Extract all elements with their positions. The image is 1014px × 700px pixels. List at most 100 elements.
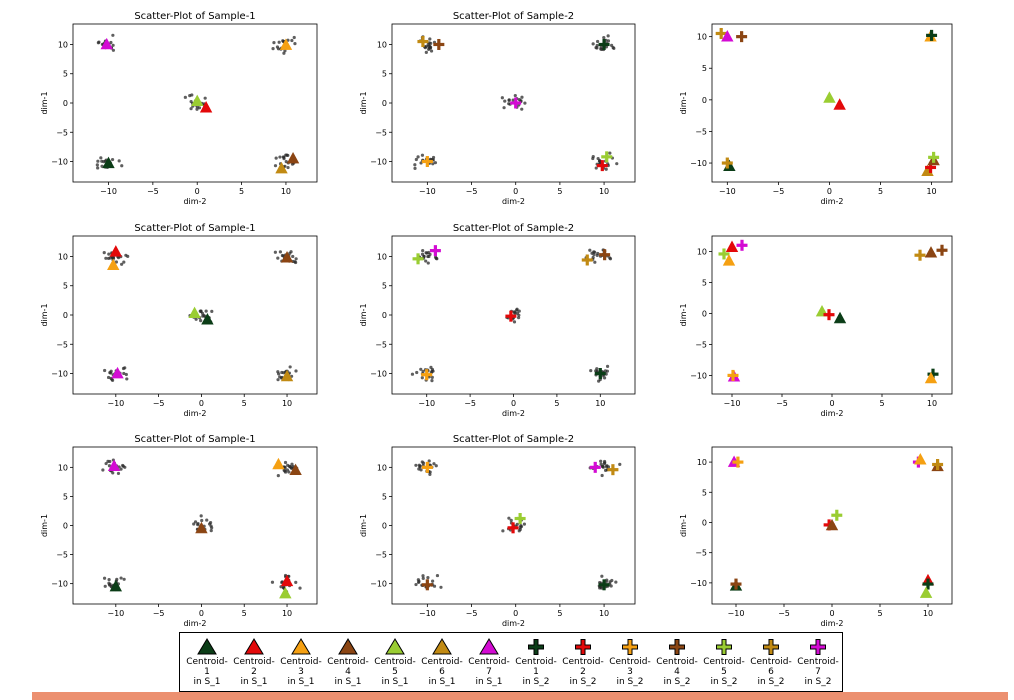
sample-point [108,459,112,464]
y-tick-label: −10 [51,370,68,379]
x-axis-label: dim-2 [183,409,206,418]
sample-point [108,371,112,375]
chart-r2c2: Scatter-Plot of Sample-2 −10 −5 0 5 10 10 5 0 −5 −… [359,223,636,418]
sample-point [124,372,128,377]
legend: Centroid-1 in S_1 Centroid-2 in S_1 Centro… [179,632,843,692]
sample-point [276,256,280,260]
sample-point [109,40,113,45]
y-tick-label: −5 [695,340,707,349]
legend-item-s2-c6: Centroid-6 in S_2 [748,635,794,691]
x-tick-label: 0 [199,609,204,618]
sample-point [103,368,107,373]
x-tick-label: 10 [926,187,936,196]
plus-marker-icon [763,639,779,655]
centroid-4-s2 [736,31,748,43]
sample-point [210,309,214,313]
sample-point [511,98,515,102]
sample-point [605,364,610,368]
sample-point [283,460,288,465]
sample-point [520,107,524,111]
centroid-5-s2 [831,509,843,521]
sample-point [200,518,204,523]
plus-marker-icon [716,639,732,655]
sample-point [102,576,107,580]
y-tick-label: 10 [58,252,68,261]
sample-point [294,260,298,265]
sample-point [195,107,199,111]
x-axis-label: dim-2 [502,619,525,628]
centroid-2-s1 [199,101,213,113]
sample-point [419,367,423,371]
legend-item-s2-c5: Centroid-5 in S_2 [701,635,747,691]
sample-point [111,48,115,52]
centroid-4-s2 [599,249,611,261]
y-tick-label: 0 [63,522,68,531]
chart-title: Scatter-Plot of Sample-2 [453,11,574,22]
centroid-3-s2 [727,369,739,381]
y-tick-label: 5 [63,282,68,291]
centroid-4-s1 [286,151,300,164]
x-tick-label: −10 [107,609,124,618]
sample-point [513,311,517,316]
y-tick-label: 5 [702,488,707,497]
centroid-6-s2 [417,36,429,48]
sample-point [205,518,209,522]
x-tick-label: −10 [107,399,124,408]
centroid-2-s2 [505,310,517,322]
sample-point [104,256,108,260]
sample-point [594,46,598,50]
sample-point [95,163,99,167]
y-tick-label: −5 [56,340,68,349]
legend-item-s2-c2: Centroid-2 in S_2 [560,635,606,691]
sample-point [522,522,526,526]
sample-point [520,95,524,99]
centroid-4-s2 [936,244,948,256]
y-tick-label: −10 [690,159,707,168]
sample-point [274,156,278,160]
centroid-1-s2 [922,578,934,590]
centroid-3-s2 [732,456,744,468]
sample-point [199,514,203,518]
y-tick-label: 5 [702,278,707,287]
sample-point [600,473,604,478]
sample-point [501,529,505,533]
sample-point [294,369,298,373]
y-tick-label: −10 [51,158,68,167]
y-tick-label: 0 [702,518,707,527]
y-tick-label: 0 [382,522,387,531]
sample-point [428,46,433,50]
centroid-2-s1 [109,245,123,257]
chart-r2c1: Scatter-Plot of Sample-1 −10 −5 0 5 10 10 5 0 −5 −… [40,223,318,418]
sample-point [120,262,124,266]
centroid-6-s2 [581,254,593,266]
x-tick-label: 0 [513,609,518,618]
chart-r3c3: −10 −5 0 5 10 10 5 0 −5 −10 dim-2 dim-1 [679,446,953,628]
sample-point [416,580,421,584]
y-tick-label: −10 [690,579,707,588]
y-tick-label: −10 [51,580,68,589]
sample-point [430,379,434,383]
sample-point [203,96,207,100]
centroid-4-s1 [280,251,294,263]
sample-point [432,584,437,588]
sample-point [122,371,126,376]
sample-point [276,473,280,478]
centroid-6-s2 [721,157,733,169]
sample-point [414,157,418,162]
centroid-5-s1 [188,306,201,319]
sample-point [419,161,423,165]
centroid-3-s1 [279,38,293,50]
sample-point [428,37,432,41]
sample-point [292,35,296,40]
sample-point [196,523,200,527]
sample-point [294,580,298,584]
centroid-3-s2 [421,461,433,473]
centroid-3-s2 [421,369,433,381]
chart-title: Scatter-Plot of Sample-2 [453,223,574,234]
sample-point [189,107,193,111]
chart-r3c1: Scatter-Plot of Sample-1 −10 −5 0 5 10 10 5 0 −5 −… [40,434,318,628]
x-tick-label: −10 [419,187,436,196]
plus-marker-icon [669,639,685,655]
x-tick-label: −5 [772,187,784,196]
x-tick-label: 10 [281,187,291,196]
